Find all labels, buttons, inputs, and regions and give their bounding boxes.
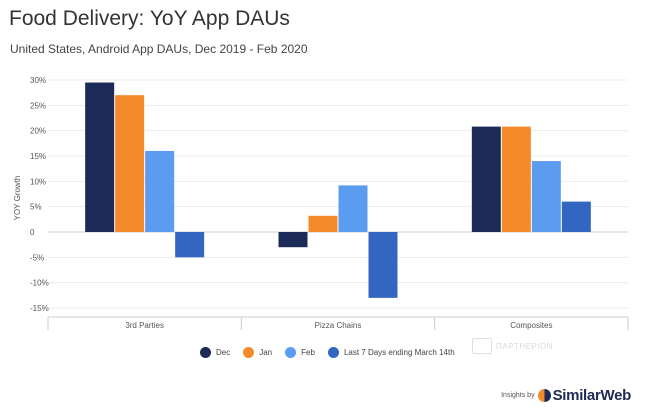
y-tick-label: 0 xyxy=(30,228,35,237)
y-tick-label: 10% xyxy=(30,177,46,186)
legend-swatch xyxy=(200,347,211,358)
legend-item: Last 7 Days ending March 14th xyxy=(327,347,455,358)
y-tick-label: 20% xyxy=(30,127,46,136)
y-tick-label: 30% xyxy=(30,76,46,85)
category-labels: 3rd Parties Pizza Chains Composites xyxy=(125,321,552,330)
brand-name: SimilarWeb xyxy=(552,387,632,404)
watermark-text: ΠΑΡΤΗΕΡΙΟΝ xyxy=(496,341,554,351)
legend-swatch xyxy=(327,347,339,358)
bar-feb-pizza-chains xyxy=(338,185,368,232)
y-tick-label: -15% xyxy=(30,304,49,313)
y-tick-labels: 30% 25% 20% 15% 10% 5% 0 -5% -10% -15% xyxy=(30,76,49,313)
y-tick-label: 25% xyxy=(30,101,46,110)
legend-swatch xyxy=(285,347,297,358)
bar-feb-composites xyxy=(531,161,561,232)
brand: Insights by SimilarWeb xyxy=(501,387,631,404)
bar-jan-pizza-chains xyxy=(308,215,338,232)
bars xyxy=(85,82,591,298)
bar-feb-3rd-parties xyxy=(145,150,175,232)
bar-dec-pizza-chains xyxy=(278,232,308,248)
y-tick-label: -10% xyxy=(30,279,49,288)
legend-item: Dec xyxy=(200,347,230,358)
similarweb-logo-icon xyxy=(537,389,551,402)
legend-swatch xyxy=(243,347,255,358)
category-label: Composites xyxy=(510,321,552,330)
grid-lines xyxy=(47,79,629,330)
brand-prefix: Insights by xyxy=(501,392,535,399)
bar-dec-3rd-parties xyxy=(85,82,115,233)
bar-last-3rd-parties xyxy=(175,232,205,258)
bar-jan-composites xyxy=(501,126,531,232)
legend-label: Jan xyxy=(259,348,273,357)
legend-item: Jan xyxy=(243,347,272,358)
bar-last-composites xyxy=(561,201,591,232)
bar-last-pizza-chains xyxy=(368,232,398,298)
y-tick-label: 5% xyxy=(30,203,42,212)
legend-label: Dec xyxy=(216,348,231,357)
category-label: 3rd Parties xyxy=(125,321,164,330)
chart-title: Food Delivery: YoY App DAUs xyxy=(9,7,290,30)
chart-subtitle: United States, Android App DAUs, Dec 201… xyxy=(10,42,308,56)
legend: Dec Jan Feb Last 7 Days ending March 14th xyxy=(200,347,468,358)
watermark: ΠΑΡΤΗΕΡΙΟΝ xyxy=(472,338,553,354)
y-axis-title: YOY Growth xyxy=(13,176,22,221)
legend-label: Feb xyxy=(301,348,315,357)
y-tick-label: -5% xyxy=(30,253,44,262)
watermark-icon xyxy=(472,338,492,354)
category-label: Pizza Chains xyxy=(315,321,362,330)
y-tick-label: 15% xyxy=(30,152,46,161)
bar-jan-3rd-parties xyxy=(115,95,145,232)
bar-dec-composites xyxy=(471,126,501,232)
legend-item: Feb xyxy=(285,347,315,358)
legend-label: Last 7 Days ending March 14th xyxy=(343,348,455,357)
